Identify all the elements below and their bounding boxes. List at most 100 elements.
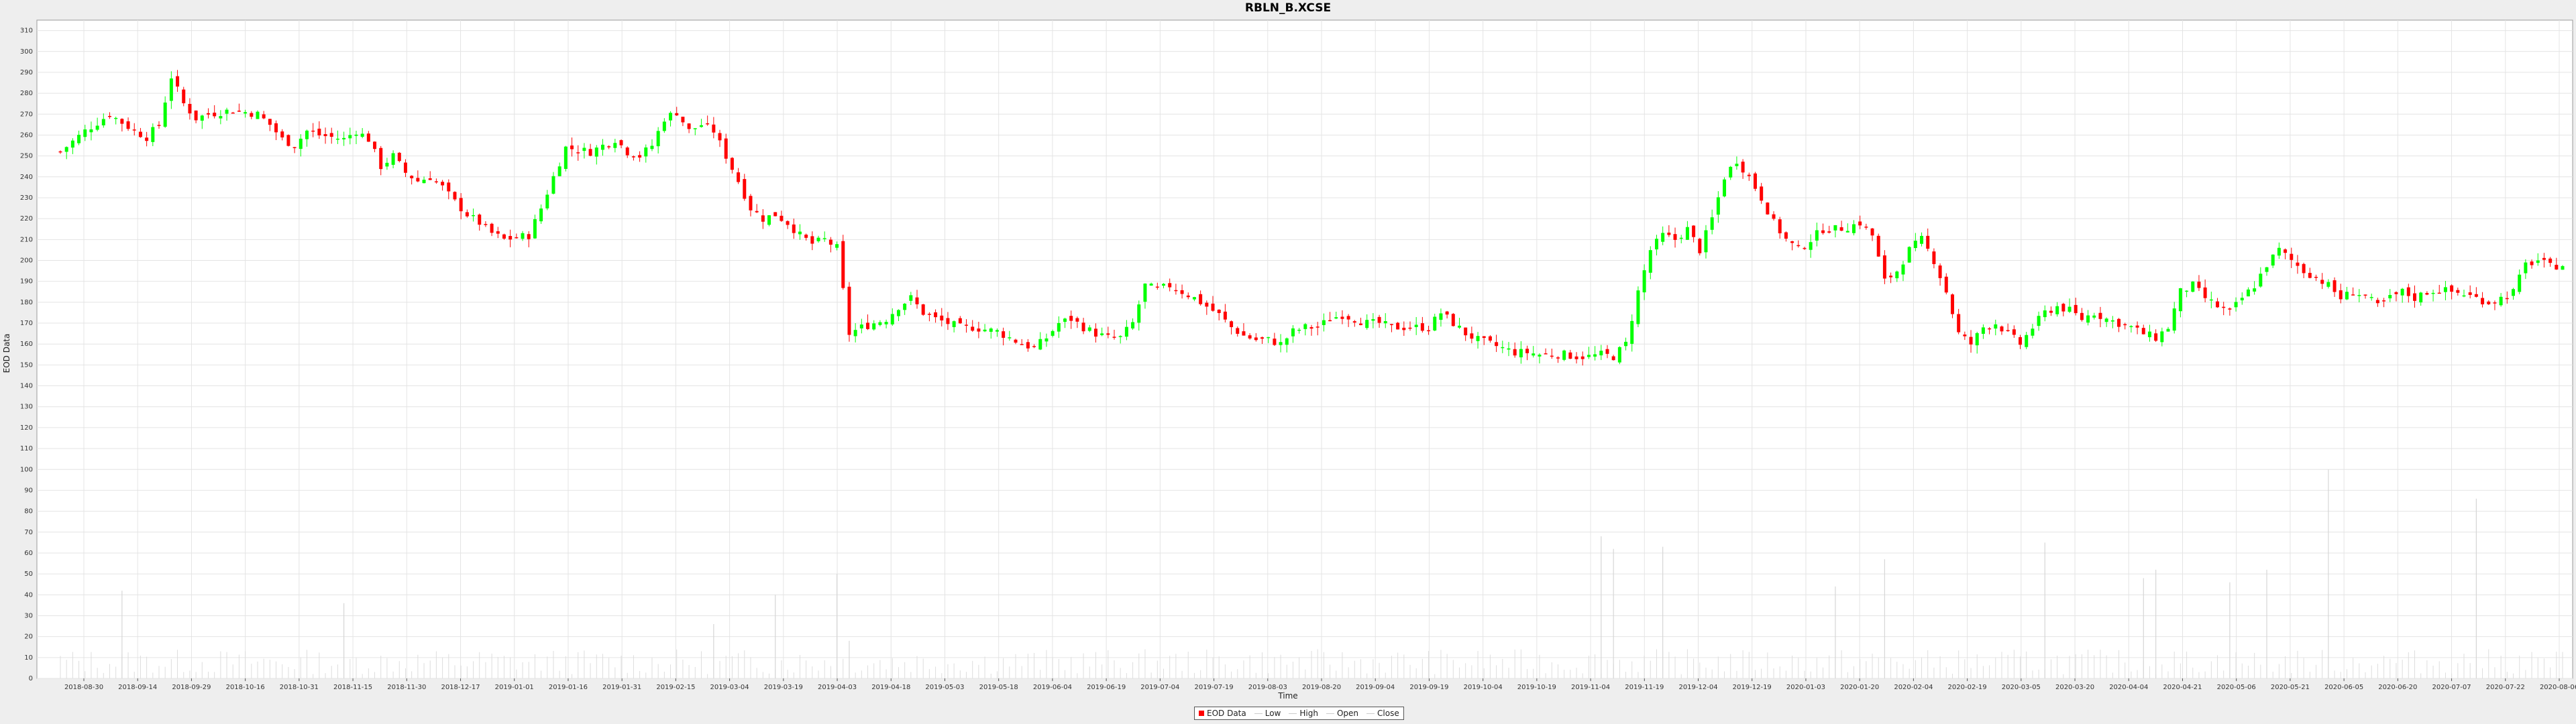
candle-body — [2012, 329, 2016, 335]
y-tick-label: 300 — [20, 48, 33, 56]
y-tick-label: 40 — [24, 591, 33, 599]
candle-body — [1981, 327, 1985, 334]
x-tick-label: 2019-05-03 — [925, 684, 964, 691]
candle-body — [706, 123, 710, 125]
candle-body — [853, 330, 857, 337]
candle-body — [410, 176, 414, 178]
candle-body — [2277, 247, 2281, 256]
candle-body — [1402, 327, 1406, 330]
candle-body — [2061, 304, 2065, 312]
candle-body — [1106, 333, 1110, 335]
candle-body — [1260, 337, 1265, 339]
legend-item-open: Open — [1326, 709, 1358, 718]
candle-body — [2425, 293, 2429, 295]
candle-body — [1735, 164, 1739, 166]
y-tick-label: 90 — [24, 487, 33, 494]
candle-body — [1636, 290, 1640, 324]
candle-body — [89, 129, 93, 133]
candle-body — [478, 215, 482, 225]
x-tick-label: 2020-07-22 — [2486, 684, 2525, 691]
candle-body — [2025, 335, 2029, 347]
candle-body — [798, 231, 802, 235]
y-tick-label: 110 — [20, 445, 33, 452]
x-tick-label: 2019-04-18 — [871, 684, 910, 691]
candle-body — [971, 326, 975, 331]
candle-body — [2536, 260, 2540, 263]
candle-body — [1291, 328, 1295, 337]
candle-body — [1081, 322, 1085, 332]
candle-body — [1100, 333, 1104, 335]
candle-body — [70, 140, 74, 148]
candle-body — [539, 208, 543, 222]
candle-body — [847, 286, 851, 335]
candle-body — [1692, 225, 1696, 237]
candle-body — [1309, 327, 1313, 329]
candle-body — [1617, 347, 1621, 363]
legend-line-icon — [1254, 713, 1263, 714]
candle-body — [2068, 306, 2072, 312]
candle-body — [1044, 338, 1049, 342]
candle-body — [1766, 202, 1770, 215]
candle-body — [2222, 306, 2226, 308]
grid-layer — [37, 20, 2573, 679]
candle-body — [1741, 162, 1745, 173]
candle-body — [1328, 320, 1332, 322]
candle-body — [2339, 290, 2343, 300]
candle-body — [2031, 328, 2035, 336]
y-tick-label: 0 — [29, 675, 33, 682]
candle-body — [1476, 336, 1480, 341]
candle-body — [1932, 251, 1936, 264]
candle-body — [292, 147, 297, 148]
candle-body — [1470, 333, 1474, 339]
x-tick-label: 2020-07-07 — [2432, 684, 2471, 691]
candle-body — [1963, 335, 1967, 337]
candle-body — [792, 224, 796, 233]
candle-body — [903, 304, 907, 310]
candle-body — [2129, 326, 2133, 327]
candle-body — [2320, 280, 2324, 284]
candle-body — [403, 162, 407, 173]
candle-body — [1907, 247, 1911, 263]
candle-body — [533, 219, 537, 239]
y-tick-label: 140 — [20, 383, 33, 390]
candle-body — [2141, 328, 2145, 335]
candle-body — [1334, 317, 1338, 319]
candle-body — [2351, 294, 2355, 296]
candle-body — [1901, 264, 1905, 275]
candle-body — [354, 134, 358, 136]
candle-body — [1815, 230, 1819, 241]
candle-body — [718, 133, 722, 141]
candle-body — [2191, 282, 2195, 292]
candle-body — [1414, 324, 1418, 327]
candle-body — [1217, 309, 1221, 313]
candle-body — [2154, 333, 2158, 341]
candle-body — [163, 102, 167, 127]
candle-body — [2006, 330, 2010, 331]
x-tick-label: 2019-09-04 — [1356, 684, 1395, 691]
candle-body — [2043, 310, 2047, 318]
candle-body — [1685, 227, 1689, 240]
candle-body — [1069, 316, 1073, 321]
candle-body — [1124, 326, 1128, 337]
candle-body — [780, 215, 784, 221]
candle-body — [1587, 355, 1591, 357]
y-tick-label: 100 — [20, 466, 33, 473]
candle-body — [2000, 326, 2004, 332]
candle-body — [1519, 349, 1523, 358]
candle-body — [890, 314, 894, 324]
candle-body — [613, 143, 617, 148]
candle-body — [656, 131, 660, 147]
candle-body — [58, 151, 62, 153]
candle-body — [761, 215, 765, 222]
candle-body — [219, 116, 223, 119]
legend-label: Close — [1377, 709, 1399, 718]
candle-body — [2450, 285, 2454, 292]
candle-body — [194, 110, 198, 121]
candle-body — [866, 322, 870, 329]
candle-body — [250, 113, 254, 117]
y-tick-label: 150 — [20, 361, 33, 369]
candle-body — [2074, 304, 2078, 314]
candle-body — [1778, 219, 1782, 234]
candle-body — [1322, 320, 1326, 325]
y-tick-label: 280 — [20, 90, 33, 97]
